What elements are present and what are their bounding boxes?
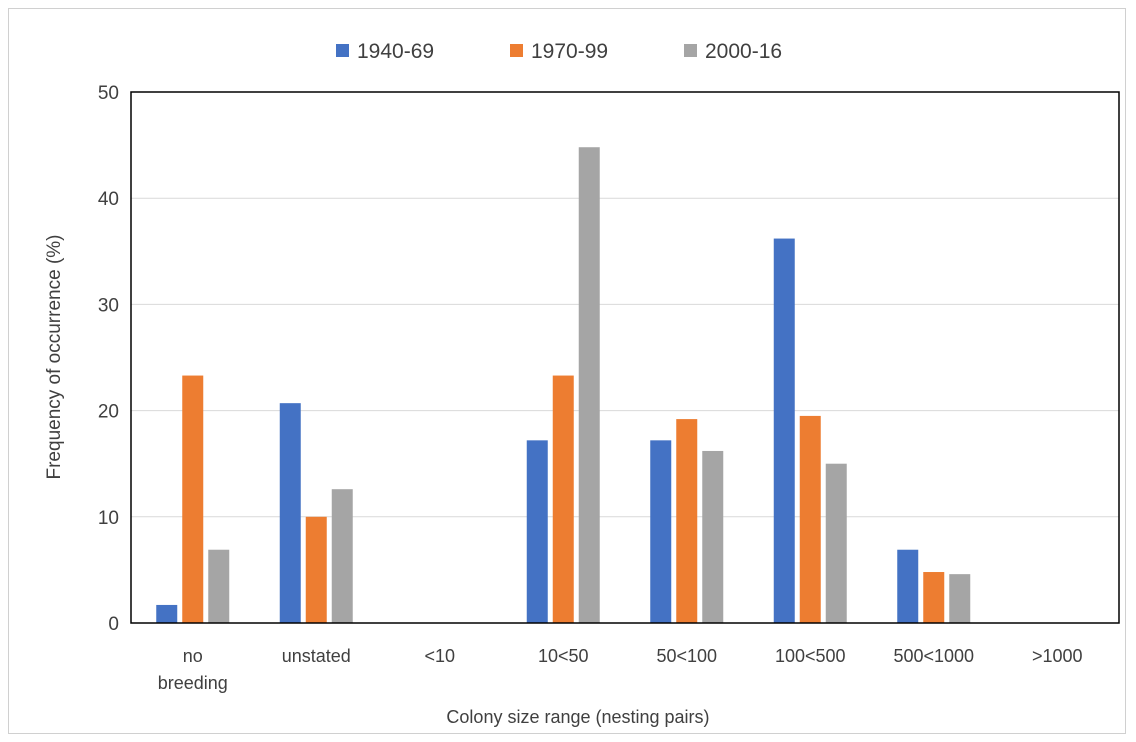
bar <box>650 440 672 623</box>
x-tick-label-line: 50<100 <box>656 646 717 666</box>
y-tick-label: 50 <box>98 83 119 104</box>
bar <box>578 147 600 623</box>
bar <box>897 549 919 623</box>
legend: 1940-69 1970-99 2000-16 <box>336 40 782 63</box>
x-tick-label: >1000 <box>1032 646 1083 666</box>
x-tick-labels: no breeding unstated <10 10<50 50<100 100<500 5… <box>158 646 1083 693</box>
gridlines <box>131 197 1119 518</box>
legend-label: 1940-69 <box>357 40 434 63</box>
x-tick-label-line: no <box>183 646 203 666</box>
x-tick-label-line: unstated <box>282 646 351 666</box>
y-tick-label: 10 <box>98 508 119 529</box>
x-tick-label: 10<50 <box>538 646 589 666</box>
x-tick-label: <10 <box>424 646 455 666</box>
plot-border <box>130 91 1120 624</box>
bar <box>279 403 301 623</box>
bar <box>702 450 724 623</box>
bar <box>799 415 821 623</box>
bar <box>305 516 327 623</box>
x-tick-label-line: 10<50 <box>538 646 589 666</box>
legend-swatch <box>336 44 349 57</box>
x-tick-label: no breeding <box>158 646 228 693</box>
x-tick-label-line: breeding <box>158 673 228 693</box>
x-tick-label: 50<100 <box>656 646 717 666</box>
bar <box>331 489 353 623</box>
bar <box>676 419 698 623</box>
legend-swatch <box>510 44 523 57</box>
bar <box>923 572 945 623</box>
chart-frame <box>8 8 1126 734</box>
y-tick-labels: 0 10 20 30 40 50 <box>98 83 119 635</box>
bar <box>773 238 795 623</box>
legend-label: 1970-99 <box>531 40 608 63</box>
bar <box>552 375 574 623</box>
y-tick-label: 20 <box>98 402 119 423</box>
x-tick-label: unstated <box>282 646 351 666</box>
bar <box>825 463 847 623</box>
bar <box>526 440 548 623</box>
bar <box>949 574 971 623</box>
bar <box>182 375 204 623</box>
y-axis-label: Frequency of occurrence (%) <box>44 235 65 480</box>
y-tick-label: 30 <box>98 295 119 316</box>
x-tick-label-line: <10 <box>424 646 455 666</box>
legend-label: 2000-16 <box>705 40 782 63</box>
y-tick-label: 40 <box>98 189 119 210</box>
bar <box>156 604 178 623</box>
x-tick-label-line: 100<500 <box>775 646 846 666</box>
x-tick-label: 100<500 <box>775 646 846 666</box>
legend-swatch <box>684 44 697 57</box>
bar <box>208 549 230 623</box>
x-axis-label: Colony size range (nesting pairs) <box>446 707 709 727</box>
x-tick-label-line: >1000 <box>1032 646 1083 666</box>
x-tick-label-line: 500<1000 <box>893 646 974 666</box>
x-tick-label: 500<1000 <box>893 646 974 666</box>
y-tick-label: 0 <box>108 614 119 635</box>
bars <box>156 147 971 623</box>
